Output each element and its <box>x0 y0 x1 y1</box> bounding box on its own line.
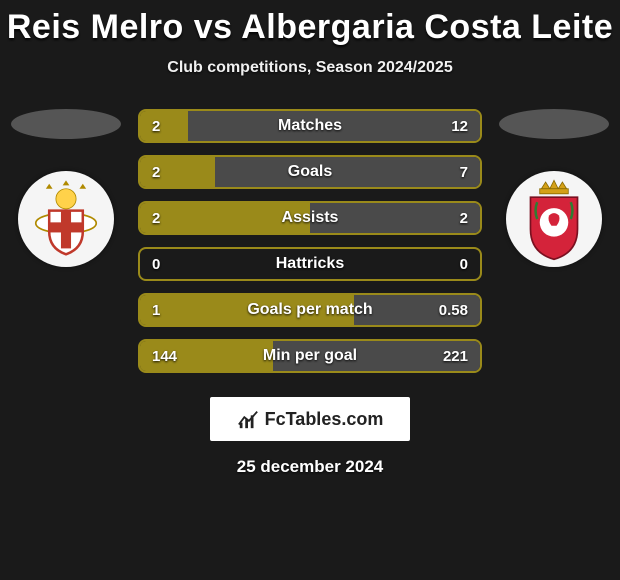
stat-row: 2Matches12 <box>138 109 482 143</box>
penafiel-crest-icon <box>512 177 596 261</box>
right-side <box>494 109 614 385</box>
right-crest <box>506 171 602 267</box>
stat-value-right: 12 <box>451 111 468 141</box>
comparison-container: 2Matches122Goals72Assists20Hattricks01Go… <box>0 109 620 385</box>
page-title: Reis Melro vs Albergaria Costa Leite <box>0 0 620 47</box>
left-crest <box>18 171 114 267</box>
stat-row: 2Assists2 <box>138 201 482 235</box>
stat-row: 2Goals7 <box>138 155 482 189</box>
stat-row: 0Hattricks0 <box>138 247 482 281</box>
chart-icon <box>237 408 259 430</box>
stat-value-right: 0.58 <box>439 295 468 325</box>
stat-row: 144Min per goal221 <box>138 339 482 373</box>
stat-value-right: 7 <box>460 157 468 187</box>
brand-badge: FcTables.com <box>210 397 410 441</box>
page-subtitle: Club competitions, Season 2024/2025 <box>0 59 620 77</box>
stats-center: 2Matches122Goals72Assists20Hattricks01Go… <box>126 109 494 385</box>
stat-row: 1Goals per match0.58 <box>138 293 482 327</box>
benfica-crest-icon <box>24 177 108 261</box>
stat-label: Goals <box>140 157 480 187</box>
date-label: 25 december 2024 <box>0 457 620 477</box>
left-side <box>6 109 126 385</box>
stat-label: Min per goal <box>140 341 480 371</box>
stat-value-right: 0 <box>460 249 468 279</box>
stat-value-right: 221 <box>443 341 468 371</box>
stat-value-right: 2 <box>460 203 468 233</box>
right-ellipse <box>499 109 609 139</box>
left-ellipse <box>11 109 121 139</box>
brand-label: FcTables.com <box>265 409 384 430</box>
stat-label: Goals per match <box>140 295 480 325</box>
stat-label: Assists <box>140 203 480 233</box>
stat-label: Matches <box>140 111 480 141</box>
stat-label: Hattricks <box>140 249 480 279</box>
